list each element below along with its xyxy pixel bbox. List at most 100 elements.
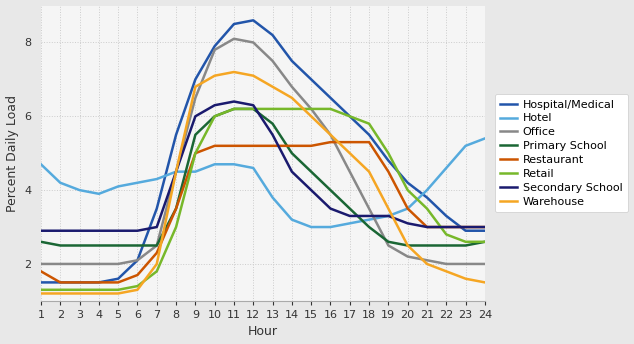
Secondary School: [365, 214, 373, 218]
Hospital/Medical: [191, 77, 199, 82]
Retail: [269, 107, 276, 111]
Secondary School: [327, 206, 334, 211]
Line: Hotel: Hotel: [41, 138, 485, 227]
Retail: [385, 151, 392, 155]
Secondary School: [134, 229, 141, 233]
Line: Secondary School: Secondary School: [41, 101, 485, 231]
Hospital/Medical: [307, 77, 315, 82]
Warehouse: [269, 85, 276, 89]
Hospital/Medical: [114, 277, 122, 281]
Hospital/Medical: [404, 181, 411, 185]
Warehouse: [153, 262, 160, 266]
Retail: [443, 232, 450, 236]
Warehouse: [191, 85, 199, 89]
Primary School: [327, 188, 334, 192]
Primary School: [230, 107, 238, 111]
Primary School: [249, 107, 257, 111]
Hospital/Medical: [37, 280, 45, 284]
Restaurant: [56, 280, 64, 284]
Line: Office: Office: [41, 39, 485, 264]
Retail: [191, 151, 199, 155]
Hospital/Medical: [230, 22, 238, 26]
Hotel: [37, 162, 45, 166]
Hotel: [75, 188, 83, 192]
Restaurant: [249, 144, 257, 148]
Office: [95, 262, 103, 266]
Warehouse: [288, 96, 295, 100]
Hotel: [385, 214, 392, 218]
Hospital/Medical: [56, 280, 64, 284]
Warehouse: [230, 70, 238, 74]
Primary School: [95, 244, 103, 248]
Restaurant: [365, 140, 373, 144]
Office: [269, 59, 276, 63]
Retail: [346, 114, 354, 118]
Hospital/Medical: [75, 280, 83, 284]
Warehouse: [37, 291, 45, 295]
Warehouse: [365, 170, 373, 174]
Secondary School: [75, 229, 83, 233]
Secondary School: [114, 229, 122, 233]
Warehouse: [346, 151, 354, 155]
Restaurant: [75, 280, 83, 284]
Restaurant: [481, 225, 489, 229]
Retail: [172, 225, 180, 229]
Primary School: [385, 240, 392, 244]
Secondary School: [481, 225, 489, 229]
Secondary School: [249, 103, 257, 107]
Warehouse: [385, 206, 392, 211]
Warehouse: [95, 291, 103, 295]
Primary School: [404, 244, 411, 248]
Office: [365, 206, 373, 211]
Warehouse: [249, 74, 257, 78]
Retail: [95, 288, 103, 292]
Retail: [37, 288, 45, 292]
Primary School: [134, 244, 141, 248]
Retail: [114, 288, 122, 292]
Hotel: [95, 192, 103, 196]
Office: [443, 262, 450, 266]
Hotel: [249, 166, 257, 170]
Secondary School: [269, 133, 276, 137]
Office: [249, 40, 257, 44]
Warehouse: [327, 133, 334, 137]
Primary School: [114, 244, 122, 248]
Hotel: [365, 218, 373, 222]
Hospital/Medical: [153, 206, 160, 211]
Primary School: [288, 151, 295, 155]
Office: [230, 37, 238, 41]
Secondary School: [288, 170, 295, 174]
Office: [37, 262, 45, 266]
Primary School: [365, 225, 373, 229]
Restaurant: [153, 251, 160, 255]
Office: [211, 48, 219, 52]
Retail: [75, 288, 83, 292]
Office: [153, 244, 160, 248]
Hotel: [230, 162, 238, 166]
Line: Retail: Retail: [41, 109, 485, 290]
Hotel: [346, 221, 354, 225]
Retail: [288, 107, 295, 111]
Hospital/Medical: [462, 229, 469, 233]
Restaurant: [172, 206, 180, 211]
Office: [114, 262, 122, 266]
Office: [404, 255, 411, 259]
Hotel: [114, 184, 122, 189]
Warehouse: [75, 291, 83, 295]
Primary School: [346, 206, 354, 211]
Hotel: [269, 195, 276, 200]
Primary School: [153, 244, 160, 248]
Hospital/Medical: [481, 229, 489, 233]
Restaurant: [443, 225, 450, 229]
Office: [134, 258, 141, 262]
Hospital/Medical: [134, 258, 141, 262]
Warehouse: [56, 291, 64, 295]
Primary School: [191, 133, 199, 137]
Secondary School: [404, 221, 411, 225]
Secondary School: [172, 170, 180, 174]
Secondary School: [346, 214, 354, 218]
Primary School: [75, 244, 83, 248]
Legend: Hospital/Medical, Hotel, Office, Primary School, Restaurant, Retail, Secondary S: Hospital/Medical, Hotel, Office, Primary…: [495, 94, 628, 212]
Y-axis label: Percent Daily Load: Percent Daily Load: [6, 95, 18, 212]
Line: Restaurant: Restaurant: [41, 142, 485, 282]
